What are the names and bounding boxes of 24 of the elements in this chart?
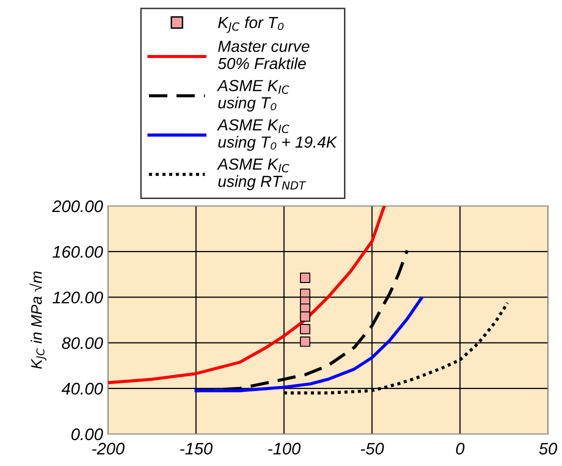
legend-label: Master curve 50% Fraktile xyxy=(218,40,310,70)
y-tick-label: 160.00 xyxy=(52,246,104,258)
y-tick-label: 40.00 xyxy=(62,382,104,395)
line-series xyxy=(108,206,386,384)
legend-label: ASME K$_{IC}$ using T₀ xyxy=(216,80,290,112)
y-axis-title: K$_{JC}$ in MPa √m xyxy=(30,271,46,369)
x-tick-label: 50 xyxy=(539,442,558,455)
y-tick-label: 80.00 xyxy=(62,337,104,350)
x-tick-label: -100 xyxy=(268,442,301,455)
line-series xyxy=(194,296,423,392)
point xyxy=(300,272,310,283)
legend-label: K$_{JC}$ for T₀ xyxy=(218,16,284,33)
x-tick-label: -200 xyxy=(92,442,125,455)
legend-label: ASME K$_{IC}$ using RT$_{NDT}$ xyxy=(216,158,306,190)
x-tick-label: 0 xyxy=(456,442,464,455)
y-tick-label: 200.00 xyxy=(52,200,104,212)
point xyxy=(300,336,310,347)
point xyxy=(300,324,310,334)
x-tick-label: -50 xyxy=(360,442,384,455)
y-tick-label: 0.00 xyxy=(71,428,104,440)
point xyxy=(300,311,310,322)
y-tick-label: 120.00 xyxy=(52,292,104,304)
legend-label: ASME K$_{IC}$ using T₀ + 19.4K xyxy=(216,119,338,151)
x-tick-label: -150 xyxy=(180,442,213,455)
